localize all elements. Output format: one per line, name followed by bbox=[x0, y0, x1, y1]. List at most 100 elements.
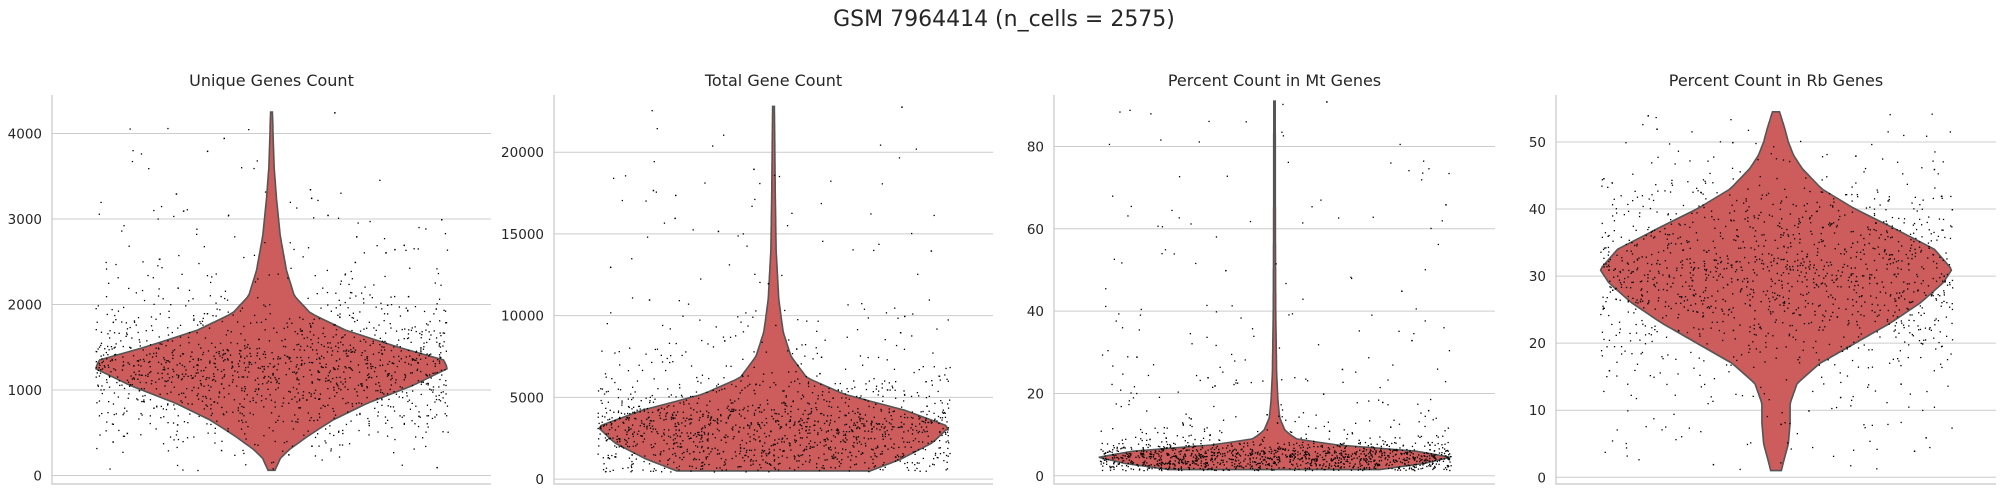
data-point bbox=[1394, 454, 1397, 456]
data-point bbox=[1863, 344, 1865, 346]
data-point bbox=[180, 379, 183, 381]
data-point bbox=[1169, 467, 1171, 469]
data-point bbox=[646, 418, 648, 420]
data-point bbox=[189, 360, 191, 363]
data-point bbox=[1640, 298, 1642, 300]
data-point bbox=[879, 429, 881, 431]
data-point bbox=[169, 361, 171, 363]
data-point bbox=[244, 345, 246, 347]
data-point bbox=[893, 410, 895, 412]
data-point bbox=[137, 378, 139, 380]
data-point bbox=[1243, 446, 1245, 448]
data-point bbox=[1429, 444, 1431, 446]
data-point bbox=[443, 309, 445, 311]
data-point bbox=[1358, 330, 1360, 332]
data-point bbox=[1392, 460, 1395, 462]
data-point bbox=[1285, 454, 1287, 456]
data-point bbox=[356, 395, 359, 397]
data-point bbox=[1441, 444, 1443, 446]
data-point bbox=[823, 467, 825, 470]
data-point bbox=[415, 350, 418, 352]
data-point bbox=[1837, 243, 1840, 245]
data-point bbox=[1185, 445, 1187, 447]
data-point bbox=[1346, 455, 1349, 458]
data-point bbox=[395, 330, 398, 332]
data-point bbox=[98, 213, 100, 215]
data-point bbox=[345, 367, 347, 369]
data-point bbox=[327, 304, 329, 306]
data-point bbox=[97, 369, 99, 372]
data-point bbox=[1232, 449, 1234, 451]
data-point bbox=[415, 405, 417, 407]
data-point bbox=[1301, 457, 1303, 459]
data-point bbox=[1162, 450, 1164, 452]
data-point bbox=[1409, 450, 1411, 452]
data-point bbox=[1214, 385, 1216, 387]
data-point bbox=[1224, 455, 1226, 457]
data-point bbox=[350, 270, 352, 273]
data-point bbox=[802, 394, 804, 396]
data-point bbox=[1235, 449, 1237, 451]
data-point bbox=[1126, 453, 1128, 455]
data-point bbox=[171, 352, 173, 354]
data-point bbox=[605, 467, 608, 469]
data-point bbox=[413, 248, 415, 250]
data-point bbox=[706, 410, 708, 412]
data-point bbox=[320, 355, 323, 357]
data-point bbox=[1191, 453, 1193, 455]
data-point bbox=[434, 363, 436, 365]
data-point bbox=[1375, 450, 1377, 452]
data-point bbox=[1313, 459, 1315, 461]
data-point bbox=[312, 362, 314, 364]
data-point bbox=[1191, 462, 1194, 464]
data-point bbox=[1918, 241, 1921, 243]
data-point bbox=[927, 442, 929, 444]
data-point bbox=[817, 320, 819, 322]
data-point bbox=[310, 417, 312, 419]
data-point bbox=[1261, 456, 1264, 458]
data-point bbox=[759, 281, 761, 284]
data-point bbox=[131, 378, 133, 380]
data-point bbox=[1297, 451, 1299, 453]
data-point bbox=[1716, 321, 1718, 323]
data-point bbox=[98, 400, 101, 402]
data-point bbox=[1314, 458, 1316, 460]
data-point bbox=[351, 316, 353, 319]
data-point bbox=[313, 334, 315, 336]
data-point bbox=[434, 416, 436, 418]
data-point bbox=[427, 384, 429, 386]
data-point bbox=[197, 324, 199, 326]
data-point bbox=[1430, 398, 1432, 401]
data-point bbox=[193, 386, 195, 389]
data-point bbox=[1394, 437, 1396, 439]
data-point bbox=[1630, 394, 1632, 396]
data-point bbox=[117, 277, 119, 279]
data-point bbox=[759, 464, 761, 466]
data-point bbox=[1613, 346, 1616, 348]
data-point bbox=[199, 379, 201, 382]
data-point bbox=[1848, 322, 1850, 324]
data-point bbox=[1395, 453, 1397, 455]
data-point bbox=[369, 344, 371, 346]
data-point bbox=[1169, 444, 1171, 446]
data-point bbox=[806, 426, 808, 428]
data-point bbox=[1194, 454, 1197, 456]
data-point bbox=[1809, 264, 1811, 266]
data-point bbox=[326, 351, 329, 353]
data-point bbox=[872, 462, 874, 464]
data-point bbox=[709, 419, 711, 421]
data-point bbox=[231, 367, 233, 369]
data-point bbox=[1690, 304, 1692, 306]
data-point bbox=[740, 466, 742, 468]
data-point bbox=[1180, 450, 1182, 452]
data-point bbox=[299, 407, 302, 409]
data-point bbox=[1676, 267, 1678, 269]
data-point bbox=[773, 409, 775, 411]
data-point bbox=[703, 463, 706, 466]
data-point bbox=[438, 386, 440, 388]
data-point bbox=[331, 354, 333, 356]
data-point bbox=[1850, 231, 1852, 233]
data-point bbox=[123, 412, 125, 414]
data-point bbox=[442, 345, 444, 347]
data-point bbox=[830, 440, 833, 442]
